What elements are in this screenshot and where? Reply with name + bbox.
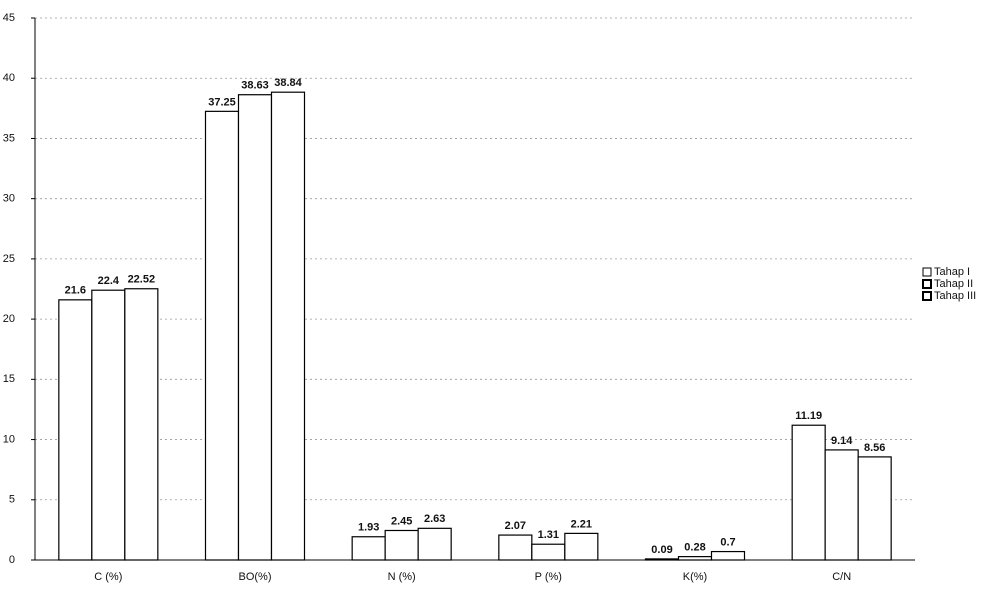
legend-label: Tahap II xyxy=(934,278,973,290)
x-tick-label: N (%) xyxy=(388,571,416,583)
data-label: 9.14 xyxy=(831,435,853,447)
x-tick-label: K(%) xyxy=(683,571,707,583)
y-tick-label: 5 xyxy=(9,494,15,506)
data-label: 37.25 xyxy=(208,96,236,108)
bar xyxy=(498,534,533,561)
y-tick-label: 30 xyxy=(3,193,15,205)
legend-swatch xyxy=(922,267,932,277)
legend-swatch xyxy=(922,291,932,301)
data-label: 22.4 xyxy=(98,275,120,287)
bar xyxy=(531,543,566,561)
x-tick-label: C/N xyxy=(832,571,851,583)
data-label: 0.09 xyxy=(651,544,672,556)
x-tick-label: C (%) xyxy=(94,571,122,583)
x-tick-label: P (%) xyxy=(535,571,562,583)
bar xyxy=(564,532,599,561)
bar xyxy=(124,288,159,561)
bar xyxy=(204,110,240,561)
data-label: 11.19 xyxy=(795,410,822,422)
y-tick-label: 45 xyxy=(3,12,15,24)
y-tick-label: 20 xyxy=(3,313,15,325)
y-tick-label: 15 xyxy=(3,373,15,385)
y-tick-label: 0 xyxy=(9,554,15,566)
bar xyxy=(644,558,680,561)
data-label: 38.63 xyxy=(241,80,269,92)
bar xyxy=(824,449,859,561)
y-tick-label: 40 xyxy=(3,72,15,84)
y-tick-label: 10 xyxy=(3,433,15,445)
bar xyxy=(351,536,386,561)
legend-swatch xyxy=(922,279,932,289)
y-tick-label: 35 xyxy=(3,132,15,144)
data-label: 38.84 xyxy=(274,77,302,89)
bar xyxy=(417,527,452,561)
data-label: 0.28 xyxy=(684,542,705,554)
data-label: 1.93 xyxy=(358,522,379,534)
bar xyxy=(91,289,126,561)
bar xyxy=(791,424,826,561)
bar xyxy=(237,94,273,561)
data-label: 1.31 xyxy=(538,529,559,541)
data-label: 2.07 xyxy=(505,520,526,532)
bar xyxy=(710,550,746,561)
data-label: 21.6 xyxy=(65,285,86,297)
legend-label: Tahap I xyxy=(934,266,970,278)
bar xyxy=(857,456,892,561)
legend-label: Tahap III xyxy=(934,290,976,302)
data-label: 8.56 xyxy=(864,442,885,454)
bar xyxy=(677,556,713,561)
bar xyxy=(270,91,306,561)
data-label: 2.21 xyxy=(571,518,592,530)
data-label: 2.63 xyxy=(424,513,445,525)
x-tick-label: BO(%) xyxy=(239,571,272,583)
bar xyxy=(58,299,93,561)
data-label: 2.45 xyxy=(391,515,412,527)
data-label: 22.52 xyxy=(128,274,156,286)
data-label: 0.7 xyxy=(720,536,735,548)
bar xyxy=(384,529,419,561)
y-tick-label: 25 xyxy=(3,253,15,265)
